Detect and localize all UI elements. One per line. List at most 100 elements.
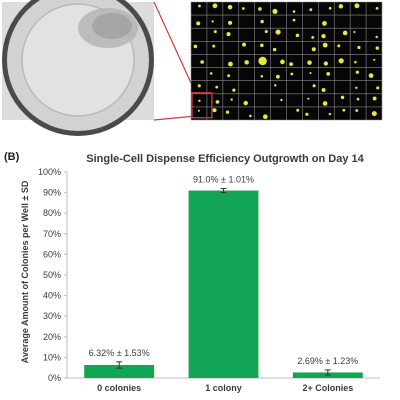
colony-dot — [338, 4, 344, 9]
colony-dot — [354, 60, 357, 64]
colony-dot — [305, 112, 309, 116]
colony-dot — [280, 98, 283, 102]
colony-dot — [328, 112, 332, 116]
colony-dot — [196, 21, 201, 26]
colony-dot — [307, 97, 310, 100]
colony-dot — [226, 31, 231, 37]
colony-dot — [241, 7, 245, 10]
colony-dot — [232, 88, 236, 92]
colony-dot — [198, 4, 201, 8]
colony-dot — [340, 95, 345, 100]
colony-dot — [371, 111, 377, 117]
colony-dot — [197, 109, 200, 112]
colony-dot — [353, 31, 356, 34]
colony-dot — [373, 58, 376, 61]
y-tick-label: 90% — [43, 188, 61, 198]
y-tick-label: 60% — [43, 249, 61, 259]
colony-dot — [215, 85, 219, 89]
colony-dot — [337, 44, 341, 48]
colony-grid-image — [190, 1, 383, 121]
chart-title: Single-Cell Dispense Efficiency Outgrowt… — [86, 153, 364, 165]
colony-dot — [212, 3, 218, 9]
colony-dot — [197, 84, 201, 88]
colony-dot — [354, 3, 360, 9]
colony-dot — [322, 101, 328, 106]
colony-dot — [209, 72, 213, 75]
colony-dot — [274, 84, 277, 87]
colony-dot — [200, 60, 204, 64]
colony-dot — [258, 7, 262, 11]
data-label: 2.69% ± 1.23% — [297, 356, 358, 366]
colony-dot — [321, 34, 326, 39]
zoom-line-bottom — [153, 115, 197, 121]
colony-dot — [289, 62, 293, 66]
colony-dot — [368, 73, 374, 78]
colony-dot — [260, 19, 264, 24]
colony-dot — [225, 110, 230, 114]
colony-dot — [356, 97, 360, 101]
colony-dot — [355, 109, 359, 112]
colony-dot — [307, 60, 312, 65]
large-colony-dot — [258, 56, 267, 66]
colony-dot — [342, 108, 346, 112]
y-tick-label: 70% — [43, 229, 61, 239]
x-tick-label: 1 colony — [205, 383, 242, 393]
y-tick-label: 10% — [43, 352, 61, 362]
colony-dot — [272, 47, 277, 52]
y-axis-label: Average Amount of Colonies per Well ± SD — [20, 180, 30, 363]
colony-dot — [309, 71, 312, 75]
colony-dot — [212, 44, 216, 48]
colony-dot — [296, 108, 300, 112]
colony-dot — [355, 70, 359, 74]
data-label: 91.0% ± 1.01% — [193, 174, 254, 184]
colony-dot — [295, 33, 300, 38]
colony-dot — [292, 10, 296, 13]
colony-dot — [228, 20, 233, 25]
colony-dot — [272, 8, 278, 14]
x-tick-label: 0 colonies — [97, 383, 141, 393]
y-tick-label: 20% — [43, 332, 61, 342]
colony-dot — [249, 114, 252, 118]
colony-dot — [280, 59, 285, 65]
zoom-line-top — [153, 1, 197, 95]
colony-dot — [355, 86, 358, 89]
colony-dot — [372, 96, 377, 101]
colony-dot — [227, 74, 231, 78]
cell-cluster-core — [92, 13, 132, 39]
colony-dot — [244, 60, 249, 65]
colony-dot — [292, 18, 296, 22]
colony-dot — [342, 30, 348, 36]
highlight-box — [191, 92, 213, 119]
colony-dot — [338, 58, 344, 64]
colony-dot — [357, 45, 361, 50]
x-tick-label: 2+ Colonies — [302, 383, 353, 393]
colony-dot — [311, 47, 316, 52]
colony-dot — [211, 20, 214, 23]
panel-label: (B) — [4, 151, 20, 163]
colony-dot — [375, 46, 379, 50]
bars: 6.32% ± 1.53% 91.0% ± 1.01% 2.69% ± 1.23% — [84, 174, 363, 378]
colony-dot — [322, 21, 327, 26]
bar — [84, 364, 155, 378]
colony-dot — [230, 98, 233, 101]
y-tick-label: 0% — [48, 373, 61, 383]
colony-dot — [321, 87, 326, 92]
colony-dot — [213, 30, 217, 34]
colony-dot — [375, 6, 379, 10]
colony-dot — [375, 35, 378, 39]
y-tick-label: 80% — [43, 208, 61, 218]
colony-dot — [193, 44, 198, 49]
colony-dot — [198, 99, 201, 102]
colony-dot — [260, 74, 264, 78]
colony-dot — [290, 72, 294, 76]
y-tick-label: 30% — [43, 311, 61, 321]
colony-dot — [228, 61, 233, 67]
colony-dot — [264, 29, 268, 34]
colony-dot — [275, 29, 281, 35]
colony-dot — [275, 74, 280, 79]
colony-dot — [312, 84, 316, 88]
colony-dot — [262, 114, 268, 120]
colony-dot — [328, 6, 332, 10]
colony-dot — [376, 86, 380, 90]
